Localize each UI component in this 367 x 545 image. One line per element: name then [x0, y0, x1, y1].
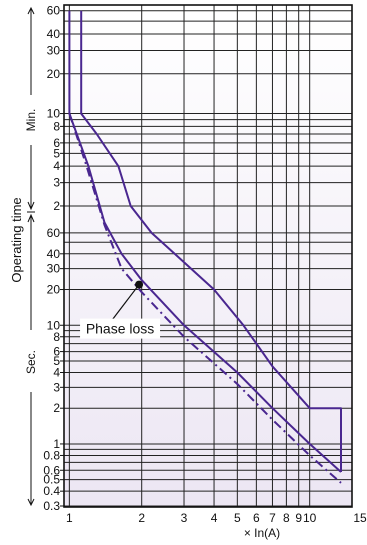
y-tick-label: 5: [53, 354, 60, 368]
grid: [64, 5, 352, 507]
series-line-2: [68, 10, 342, 473]
x-tick-label: 2: [138, 511, 145, 525]
y-tick-label: 3: [53, 176, 60, 190]
minutes-bracket-arrow: [27, 6, 35, 15]
series-line-1: [80, 10, 342, 472]
y-axis-label: Operating time: [9, 197, 24, 282]
plot-area: [64, 5, 352, 507]
series-group: [68, 10, 342, 484]
x-tick-label: 4: [211, 511, 218, 525]
x-tick-label: 6: [253, 511, 260, 525]
y-tick-label: 2: [53, 401, 60, 415]
axis-labels: × In(A) Min. Sec. Operating time: [9, 6, 280, 540]
x-tick-labels: 1 2 3 4 5 6 7 8 9 10 15: [66, 511, 367, 525]
x-tick-label: 7: [269, 511, 276, 525]
x-tick-label: 3: [181, 511, 188, 525]
seconds-label: Sec.: [24, 350, 38, 374]
y-tick-label: 30: [47, 262, 61, 276]
x-axis-label: × In(A): [244, 526, 280, 540]
phase-loss-annotation: Phase loss: [80, 280, 161, 339]
y-tick-label: 0.3: [43, 499, 60, 513]
y-tick-label: 0.5: [43, 473, 60, 487]
y-tick-labels: 6040302010865432604030201086543210.80.60…: [43, 4, 64, 513]
y-tick-label: 6: [53, 345, 60, 359]
x-tick-label: 15: [353, 511, 367, 525]
y-tick-label: 10: [47, 318, 61, 332]
minutes-label: Min.: [24, 109, 38, 132]
plot-frame: [63, 4, 353, 508]
x-tick-label: 9: [295, 511, 302, 525]
y-tick-label: 10: [47, 107, 61, 121]
y-tick-label: 2: [53, 199, 60, 213]
y-tick-label: 1: [53, 437, 60, 451]
unit-divider-arrows: [27, 201, 35, 223]
y-tick-label: 0.8: [43, 448, 60, 462]
y-tick-label: 60: [47, 4, 61, 18]
x-tick-label: 8: [283, 511, 290, 525]
y-tick-label: 30: [47, 43, 61, 57]
y-tick-label: 3: [53, 380, 60, 394]
annotation-label: Phase loss: [86, 321, 154, 337]
y-tick-label: 8: [53, 330, 60, 344]
y-tick-label: 60: [47, 226, 61, 240]
y-tick-label: 40: [47, 27, 61, 41]
y-tick-label: 4: [53, 159, 60, 173]
y-tick-label: 6: [53, 136, 60, 150]
y-tick-label: 5: [53, 146, 60, 160]
x-tick-label: 1: [66, 511, 73, 525]
y-tick-label: 20: [47, 283, 61, 297]
y-tick-label: 40: [47, 247, 61, 261]
y-tick-label: 0.6: [43, 463, 60, 477]
x-tick-label: 5: [234, 511, 241, 525]
seconds-bracket-arrow: [27, 498, 35, 507]
y-tick-label: 8: [53, 119, 60, 133]
x-tick-label: 10: [303, 511, 317, 525]
y-tick-label: 0.4: [43, 484, 60, 498]
y-tick-label: 4: [53, 365, 60, 379]
series-line-3: [68, 113, 342, 484]
y-tick-label: 20: [47, 67, 61, 81]
annotation-label-bg: [80, 318, 161, 339]
